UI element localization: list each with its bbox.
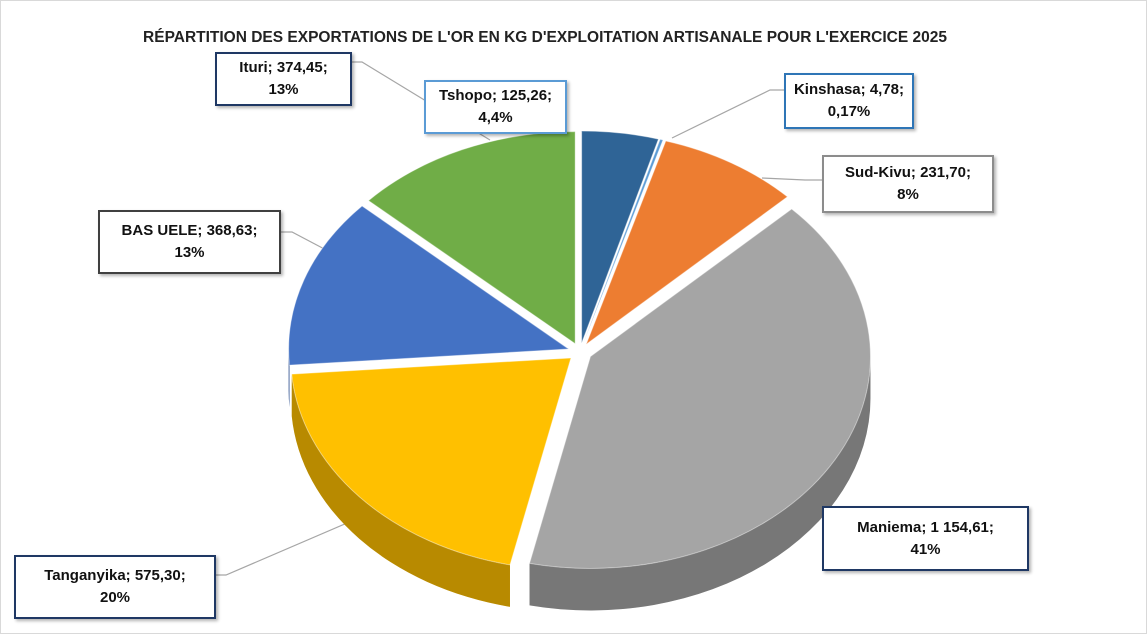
label-separator: ; — [988, 518, 994, 536]
data-label: Sud-Kivu; 231,70; 8% — [822, 155, 994, 213]
label-separator: ; — [921, 518, 931, 536]
data-label: Tshopo; 125,26; 4,4% — [424, 80, 567, 134]
label-line: 20% — [16, 587, 214, 609]
label-category: Ituri — [239, 59, 268, 76]
slice — [582, 138, 664, 344]
label-line: 0,17% — [786, 101, 912, 123]
label-category: Tanganyika — [44, 567, 126, 584]
label-line: Sud-Kivu; 231,70; — [824, 162, 992, 184]
slice-side-shade — [529, 356, 871, 611]
label-value: 125,26 — [501, 87, 548, 104]
label-percent: 8% — [897, 186, 919, 203]
label-value: 575,30 — [134, 567, 181, 584]
label-separator: ; — [860, 81, 870, 98]
label-value: 374,45 — [276, 59, 323, 76]
label-percent: 4,4% — [478, 109, 513, 126]
label-line: 13% — [100, 242, 279, 264]
label-line: 8% — [824, 184, 992, 206]
data-label: Maniema; 1 154,61; 41% — [822, 506, 1029, 571]
label-category: Tshopo — [438, 87, 492, 104]
leader-line — [761, 177, 822, 181]
slice-sides — [288, 349, 871, 611]
slice — [581, 130, 660, 344]
label-line: 41% — [824, 539, 1027, 561]
chart-title: RÉPARTITION DES EXPORTATIONS DE L'OR EN … — [143, 29, 947, 46]
label-percent: 0,17% — [827, 103, 871, 120]
label-line: Tanganyika; 575,30; — [16, 565, 214, 587]
label-percent: 13% — [174, 244, 205, 261]
label-category: Kinshasa — [793, 81, 861, 98]
label-category: Sud-Kivu — [845, 164, 911, 181]
label-line: Ituri; 374,45; — [217, 57, 350, 79]
slice-side-shade — [291, 374, 510, 607]
label-separator: ; — [547, 87, 553, 104]
label-line: BAS UELE; 368,63; — [100, 220, 279, 242]
label-percent: 41% — [910, 540, 941, 558]
slice — [291, 357, 572, 566]
data-label: Ituri; 374,45; 13% — [215, 52, 352, 106]
label-percent: 20% — [99, 589, 131, 606]
leader-line — [671, 89, 784, 139]
leader-line — [212, 507, 383, 576]
label-value: 231,70 — [920, 164, 966, 181]
label-separator: ; — [322, 59, 328, 76]
label-line: Maniema; 1 154,61; — [824, 517, 1027, 539]
label-separator: ; — [125, 567, 135, 584]
leader-line — [277, 231, 331, 253]
label-separator: ; — [197, 222, 207, 239]
label-separator: ; — [180, 567, 186, 584]
label-separator: ; — [899, 81, 905, 98]
slice-side — [291, 374, 510, 607]
label-category: BAS UELE — [121, 222, 198, 239]
data-label: BAS UELE; 368,63; 13% — [98, 210, 281, 274]
slice — [288, 205, 571, 366]
label-value: 4,78 — [869, 81, 900, 98]
label-line: 13% — [217, 79, 350, 101]
slice-side — [288, 349, 290, 408]
label-percent: 13% — [268, 81, 299, 98]
label-value: 368,63 — [206, 222, 253, 239]
label-separator: ; — [252, 222, 258, 239]
slice-tops — [288, 130, 871, 569]
slice-side-shade — [288, 349, 290, 408]
label-separator: ; — [267, 59, 277, 76]
label-separator: ; — [910, 164, 921, 181]
label-value: 1 154,61 — [930, 518, 989, 536]
label-category: Maniema — [857, 518, 922, 536]
label-line: Kinshasa; 4,78; — [786, 79, 912, 101]
data-label: Kinshasa; 4,78; 0,17% — [784, 73, 914, 129]
slice — [528, 208, 871, 569]
label-line: 4,4% — [426, 107, 565, 129]
label-line: Tshopo; 125,26; — [426, 85, 565, 107]
label-separator: ; — [965, 164, 971, 181]
label-separator: ; — [491, 87, 502, 104]
slice — [585, 140, 789, 346]
data-label: Tanganyika; 575,30; 20% — [14, 555, 216, 619]
slice-side — [529, 356, 871, 611]
